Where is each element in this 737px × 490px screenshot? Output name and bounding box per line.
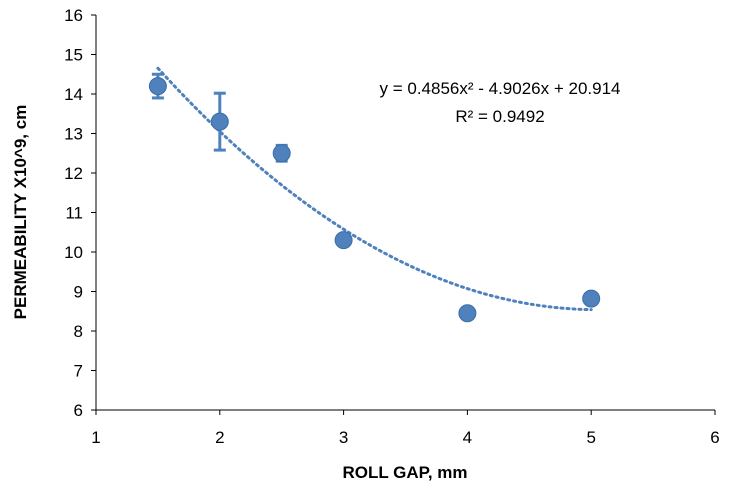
x-tick-label: 2	[215, 428, 224, 447]
y-tick-label: 14	[64, 85, 83, 104]
y-tick-label: 9	[74, 283, 83, 302]
x-axis-title: ROLL GAP, mm	[342, 463, 467, 482]
data-point	[334, 231, 353, 250]
x-tick-label: 4	[463, 428, 472, 447]
x-axis-ticks: 1 2 3 4 5 6	[91, 410, 720, 447]
y-tick-label: 6	[74, 401, 83, 420]
y-tick-label: 16	[64, 6, 83, 25]
x-tick-label: 1	[91, 428, 100, 447]
x-tick-label: 6	[710, 428, 719, 447]
x-tick-label: 5	[586, 428, 595, 447]
data-point	[272, 144, 291, 163]
y-tick-label: 10	[64, 243, 83, 262]
trendline	[156, 66, 593, 312]
error-bars	[151, 72, 350, 247]
trendline-r-squared: R² = 0.9492	[455, 107, 544, 126]
data-point	[458, 304, 477, 323]
y-tick-label: 8	[74, 322, 83, 341]
y-axis-ticks: 6 7 8 9 10 11 12 13 14 15 16	[64, 6, 96, 420]
data-point	[210, 112, 229, 131]
y-tick-label: 11	[65, 204, 83, 223]
y-tick-label: 15	[64, 46, 83, 65]
trendline-equation: y = 0.4856x² - 4.9026x + 20.914	[379, 79, 620, 98]
data-points	[148, 77, 601, 323]
y-tick-label: 12	[64, 164, 83, 183]
x-tick-label: 3	[339, 428, 348, 447]
data-point	[582, 289, 601, 308]
data-point	[148, 77, 167, 96]
y-tick-label: 7	[74, 362, 83, 381]
y-tick-label: 13	[64, 125, 83, 144]
y-axis-title: PERMEABILITY X10^9, cm	[11, 105, 30, 320]
